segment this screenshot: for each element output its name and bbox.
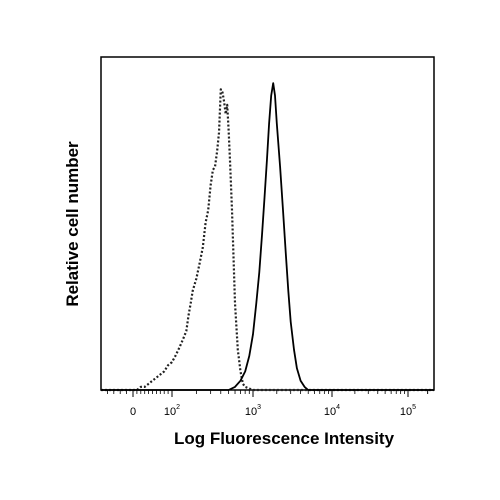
x-tick-label-exponent: 3 — [257, 404, 261, 411]
series-dotted-histogram — [101, 88, 434, 392]
x-tick-label: 104 — [324, 404, 340, 418]
x-tick-label-base: 10 — [324, 406, 336, 418]
series-solid-histogram — [101, 82, 434, 391]
x-tick-label: 102 — [164, 404, 180, 418]
x-tick-label-exponent: 2 — [176, 404, 180, 411]
x-tick-label-base: 10 — [245, 406, 257, 418]
x-tick-label-base: 10 — [400, 406, 412, 418]
x-tick-label: 105 — [400, 404, 416, 418]
x-tick-label-exponent: 5 — [412, 404, 416, 411]
x-tick-label-exponent: 4 — [336, 404, 340, 411]
x-axis-title: Log Fluorescence Intensity — [174, 429, 395, 448]
series-layer — [101, 82, 434, 392]
plot-frame — [100, 56, 435, 391]
x-tick-label-base: 10 — [164, 406, 176, 418]
x-major-ticks — [132, 390, 409, 397]
x-tick-label: 0 — [130, 406, 136, 418]
y-axis-title: Relative cell number — [63, 141, 82, 307]
x-tick-label: 103 — [245, 404, 261, 418]
x-tick-labels: 0 102 103 104 105 — [130, 404, 416, 418]
x-tick-label-base: 0 — [130, 406, 136, 418]
